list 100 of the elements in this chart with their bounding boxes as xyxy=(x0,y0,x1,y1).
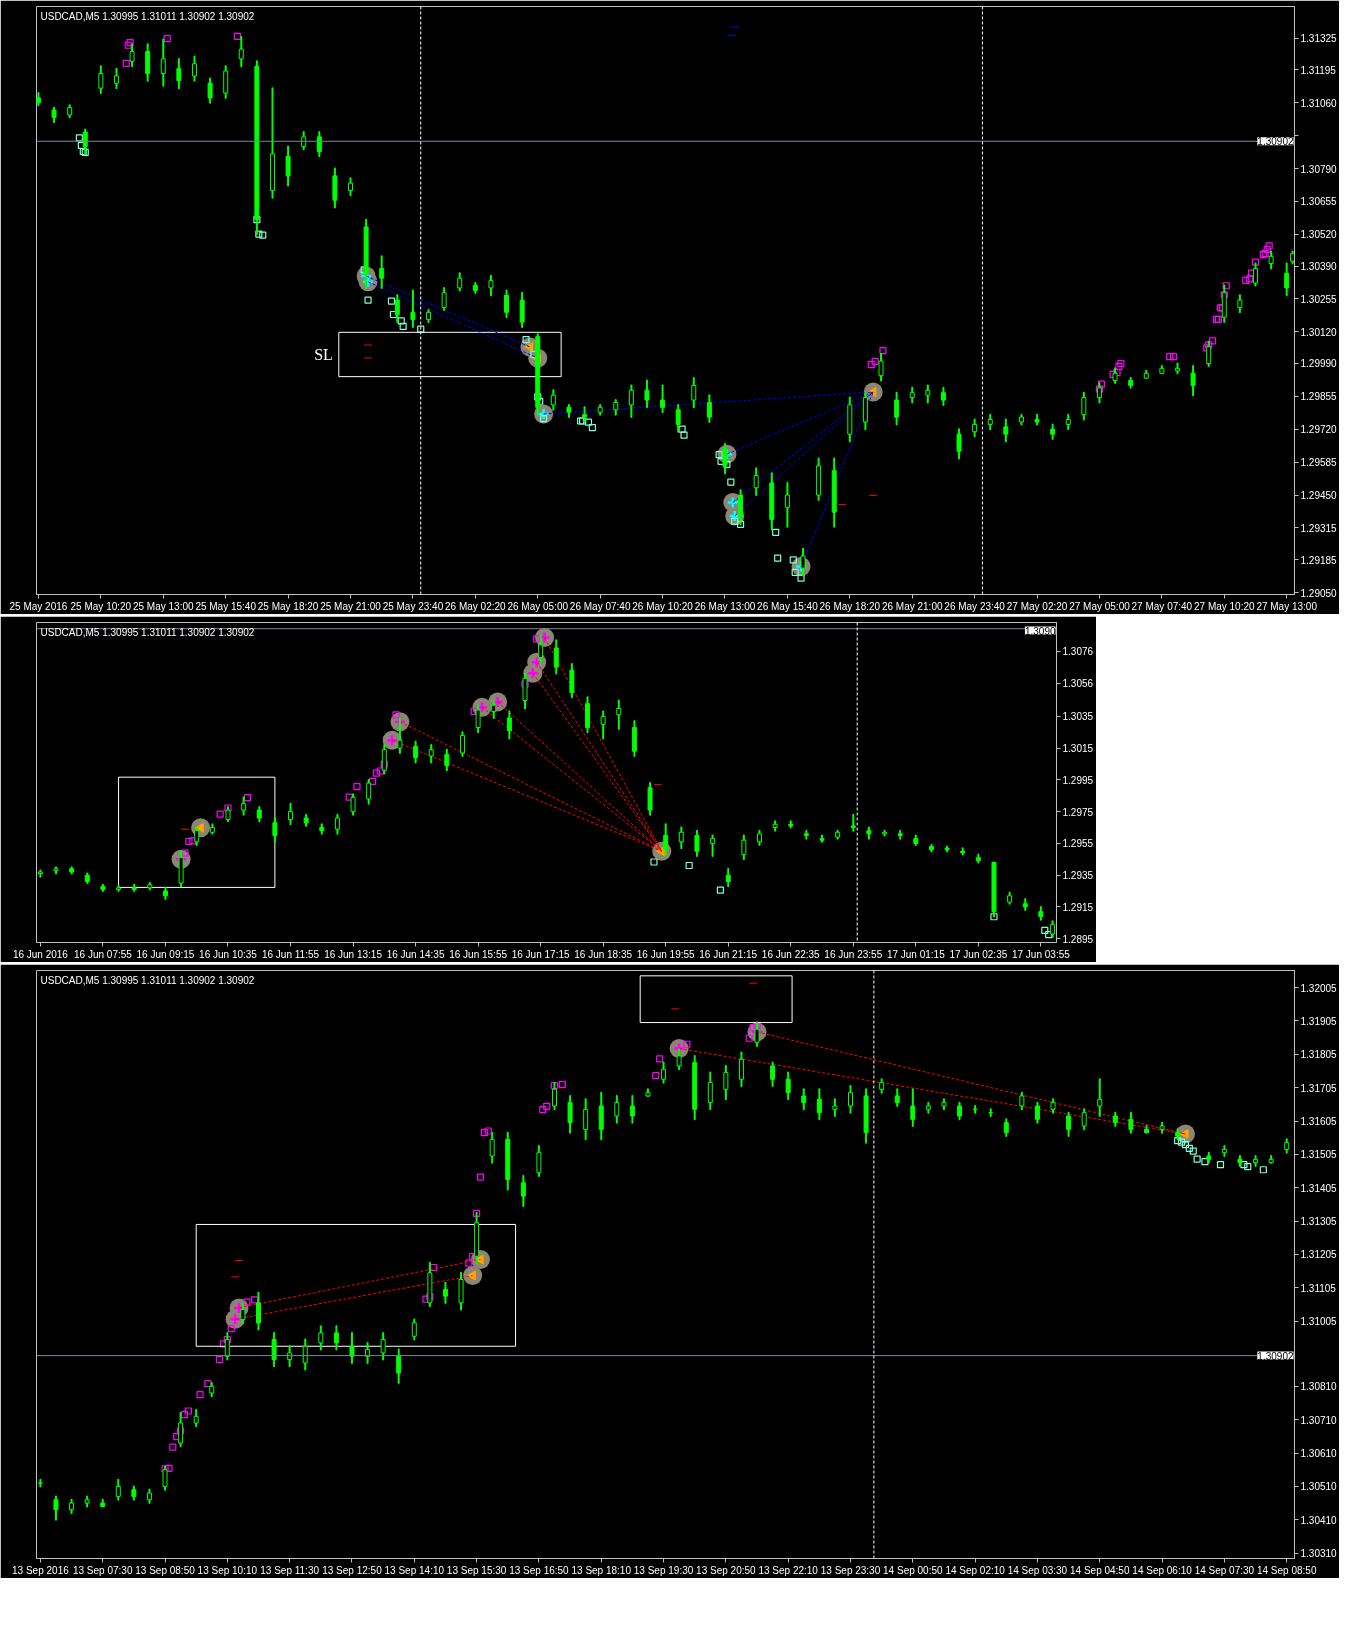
y-tick-label: 1.31605 xyxy=(1300,1116,1338,1127)
y-tick-label: 1.2935 xyxy=(1062,870,1094,882)
x-tick-label: 13 Sep 19:30 xyxy=(633,1564,694,1576)
x-tick-label: 27 May 13:00 xyxy=(1256,600,1318,612)
x-tick-label: 16 Jun 10:35 xyxy=(199,948,258,960)
x-tick-label: 14 Sep 08:50 xyxy=(1256,1564,1317,1576)
x-tick-label: 17 Jun 03:55 xyxy=(1011,948,1071,960)
x-tick-label: 16 Jun 09:15 xyxy=(136,948,195,960)
y-tick-label: 1.29990 xyxy=(1300,358,1338,370)
y-tick-label: 1.29315 xyxy=(1300,522,1338,534)
y-tick-label: 1.30610 xyxy=(1300,1448,1338,1460)
x-tick-label: 26 May 07:40 xyxy=(569,600,631,612)
y-tick-label: 1.2995 xyxy=(1062,774,1094,786)
y-tick-label: 1.2955 xyxy=(1062,838,1094,850)
y-tick-label: 1.3015 xyxy=(1062,743,1094,755)
chart-title: USDCAD,M5 1.30995 1.31011 1.30902 1.30902 xyxy=(40,974,255,986)
y-tick-label: 1.31325 xyxy=(1300,33,1338,45)
x-tick-label: 14 Sep 07:30 xyxy=(1194,1564,1255,1576)
y-tick-label: 1.29050 xyxy=(1300,587,1338,599)
x-tick-label: 16 Jun 17:15 xyxy=(511,948,570,960)
y-tick-label: 1.31060 xyxy=(1300,97,1338,109)
x-tick-label: 25 May 23:40 xyxy=(382,600,444,612)
x-tick-label: 25 May 18:20 xyxy=(257,600,319,612)
y-tick-label: 1.29585 xyxy=(1300,457,1338,469)
y-tick-label: 1.30255 xyxy=(1300,293,1338,305)
y-tick-label: 1.31705 xyxy=(1300,1082,1338,1094)
x-tick-label: 25 May 13:00 xyxy=(132,600,195,612)
x-tick-label: 13 Sep 23:30 xyxy=(820,1564,881,1576)
y-tick-label: 1.30510 xyxy=(1300,1481,1338,1493)
y-tick-label: 1.3035 xyxy=(1062,711,1094,723)
x-tick-label: 16 Jun 11:55 xyxy=(261,948,320,960)
x-tick-label: 26 May 10:20 xyxy=(632,600,694,612)
chart-title: USDCAD,M5 1.30995 1.31011 1.30902 1.30902 xyxy=(40,626,255,638)
x-tick-label: 25 May 15:40 xyxy=(195,600,257,612)
y-tick-label: 1.2895 xyxy=(1062,933,1094,945)
x-tick-label: 13 Sep 12:50 xyxy=(322,1564,383,1576)
ref-line-label: 1.30902 xyxy=(1257,136,1294,148)
x-tick-label: 26 May 23:40 xyxy=(944,600,1006,612)
y-tick-label: 1.31505 xyxy=(1300,1149,1338,1161)
x-tick-label: 13 Sep 16:50 xyxy=(509,1564,570,1576)
y-tick-label: 1.30310 xyxy=(1300,1548,1338,1560)
ref-line-label: 1.30902 xyxy=(1257,1350,1294,1362)
annotation: SL xyxy=(314,345,333,363)
x-tick-label: 13 Sep 20:50 xyxy=(696,1564,757,1576)
x-tick-label: 25 May 2016 xyxy=(9,600,68,612)
x-tick-label: 26 May 13:00 xyxy=(694,600,756,612)
ref-line-label: 1.3090 xyxy=(1024,625,1056,637)
x-tick-label: 16 Jun 15:55 xyxy=(449,948,508,960)
y-tick-label: 1.3076 xyxy=(1062,646,1094,658)
x-tick-label: 26 May 18:20 xyxy=(819,600,881,612)
y-tick-label: 1.31005 xyxy=(1300,1316,1338,1328)
y-tick-label: 1.30710 xyxy=(1300,1414,1338,1426)
x-tick-label: 14 Sep 00:50 xyxy=(883,1564,943,1576)
x-tick-label: 16 Jun 22:35 xyxy=(761,948,821,960)
y-tick-label: 1.31305 xyxy=(1300,1216,1338,1228)
x-tick-label: 17 Jun 01:15 xyxy=(886,948,946,960)
y-tick-label: 1.32005 xyxy=(1300,982,1338,994)
x-tick-label: 13 Sep 07:30 xyxy=(72,1564,133,1576)
y-tick-label: 1.31205 xyxy=(1300,1249,1338,1261)
y-tick-label: 1.29855 xyxy=(1300,391,1338,403)
x-tick-label: 26 May 02:20 xyxy=(445,600,507,612)
y-tick-label: 1.30410 xyxy=(1300,1514,1338,1526)
x-tick-label: 26 May 15:40 xyxy=(757,600,819,612)
x-tick-label: 27 May 10:20 xyxy=(1193,600,1256,612)
x-tick-label: 17 Jun 02:35 xyxy=(949,948,1008,960)
y-tick-label: 1.31195 xyxy=(1300,64,1337,76)
y-tick-label: 1.30655 xyxy=(1300,196,1338,208)
x-tick-label: 13 Sep 08:50 xyxy=(135,1564,196,1576)
y-tick-label: 1.2975 xyxy=(1062,806,1094,818)
y-tick-label: 1.30120 xyxy=(1300,326,1338,338)
chart-title: USDCAD,M5 1.30995 1.31011 1.30902 1.30902 xyxy=(40,10,255,22)
x-tick-label: 13 Sep 18:10 xyxy=(571,1564,632,1576)
y-tick-label: 1.29185 xyxy=(1300,554,1338,566)
x-tick-label: 25 May 21:00 xyxy=(320,600,382,612)
x-tick-label: 16 Jun 07:55 xyxy=(74,948,133,960)
y-tick-label: 1.30390 xyxy=(1300,261,1338,273)
x-tick-label: 27 May 02:20 xyxy=(1006,600,1068,612)
y-tick-label: 1.31805 xyxy=(1300,1049,1338,1061)
x-tick-label: 13 Sep 15:30 xyxy=(446,1564,507,1576)
y-tick-label: 1.31905 xyxy=(1300,1015,1338,1027)
x-tick-label: 13 Sep 11:30 xyxy=(260,1564,320,1576)
x-tick-label: 13 Sep 14:10 xyxy=(384,1564,445,1576)
y-tick-label: 1.3056 xyxy=(1062,678,1094,690)
x-tick-label: 16 Jun 18:35 xyxy=(574,948,633,960)
y-tick-label: 1.29450 xyxy=(1300,490,1338,502)
x-tick-label: 16 Jun 21:15 xyxy=(699,948,758,960)
y-tick-label: 1.31105 xyxy=(1300,1282,1337,1294)
x-tick-label: 16 Jun 19:55 xyxy=(636,948,696,960)
x-tick-label: 27 May 07:40 xyxy=(1131,600,1193,612)
x-tick-label: 26 May 21:00 xyxy=(881,600,943,612)
y-tick-label: 1.30790 xyxy=(1300,163,1338,175)
x-tick-label: 16 Jun 14:35 xyxy=(386,948,445,960)
x-tick-label: 16 Jun 13:15 xyxy=(324,948,383,960)
x-tick-label: 16 Jun 23:55 xyxy=(824,948,883,960)
y-tick-label: 1.30810 xyxy=(1300,1381,1338,1393)
y-tick-label: 1.2915 xyxy=(1062,901,1094,913)
x-tick-label: 14 Sep 06:10 xyxy=(1132,1564,1193,1576)
x-tick-label: 27 May 05:00 xyxy=(1069,600,1131,612)
x-tick-label: 16 Jun 2016 xyxy=(12,948,69,960)
x-tick-label: 13 Sep 10:10 xyxy=(197,1564,258,1576)
